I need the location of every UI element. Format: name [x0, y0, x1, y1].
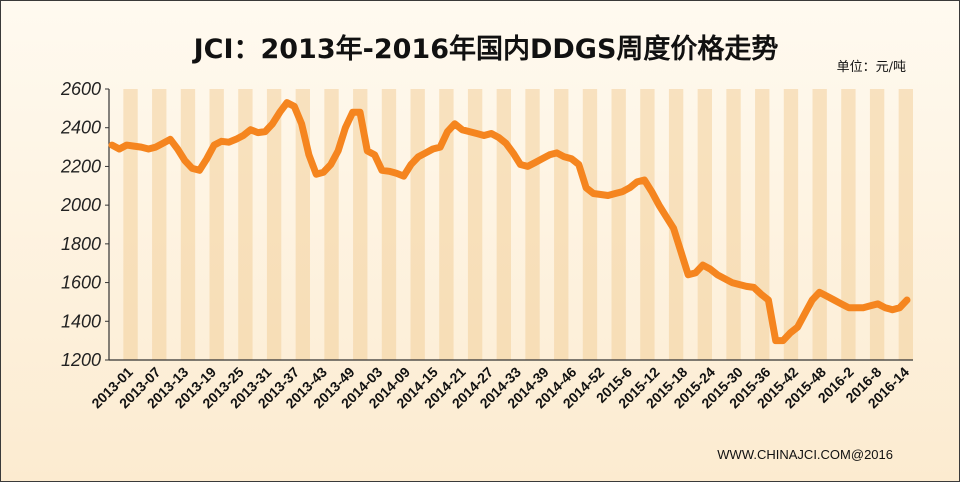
grid-band: [841, 89, 856, 360]
price-series-line: [108, 99, 911, 345]
grid-band: [496, 89, 511, 360]
grid-band: [467, 89, 483, 360]
y-tick-label: 1200: [61, 350, 101, 370]
grid-band: [898, 89, 913, 360]
y-tick-label: 2200: [60, 156, 101, 176]
unit-label: 单位：元/吨: [837, 60, 906, 75]
y-tick-label: 1800: [61, 234, 101, 254]
grid-band: [554, 89, 569, 360]
grid-band: [726, 89, 741, 360]
chart-title: JCI：2013年-2016年国内DDGS周度价格走势: [192, 33, 779, 65]
grid-band: [525, 89, 540, 360]
grid-band: [668, 89, 684, 360]
grid-band: [582, 89, 598, 360]
grid-band: [697, 89, 712, 360]
y-tick-label: 1600: [61, 273, 101, 293]
grid-band: [180, 89, 196, 360]
y-tick-label: 2600: [60, 79, 101, 99]
grid-band: [812, 89, 827, 360]
grid-band: [324, 89, 339, 360]
plot-area: 2600 2400 2200 2000 1800 1600 1400 1200 2013-01…: [60, 79, 913, 411]
background-bands: [123, 89, 913, 360]
grid-band: [123, 89, 138, 360]
grid-band: [266, 89, 282, 360]
grid-band: [755, 89, 770, 360]
grid-band: [353, 89, 368, 360]
x-tick-labels: 2013-012013-072013-132013-192013-252013-…: [88, 364, 912, 412]
grid-band: [640, 89, 655, 360]
grid-band: [238, 89, 253, 360]
y-tick-label: 1400: [61, 311, 101, 331]
grid-band: [869, 89, 885, 360]
grid-band: [152, 89, 167, 360]
y-tick-label: 2000: [60, 195, 101, 215]
grid-band: [410, 89, 425, 360]
y-tick-labels: 2600 2400 2200 2000 1800 1600 1400 1200: [60, 79, 109, 370]
y-tick-label: 2400: [60, 118, 101, 138]
grid-band: [611, 89, 626, 360]
source-label: WWW.CHINAJCI.COM@2016: [717, 447, 893, 462]
grid-band: [783, 89, 799, 360]
grid-band: [209, 89, 224, 360]
grid-band: [439, 89, 454, 360]
grid-band: [381, 89, 397, 360]
